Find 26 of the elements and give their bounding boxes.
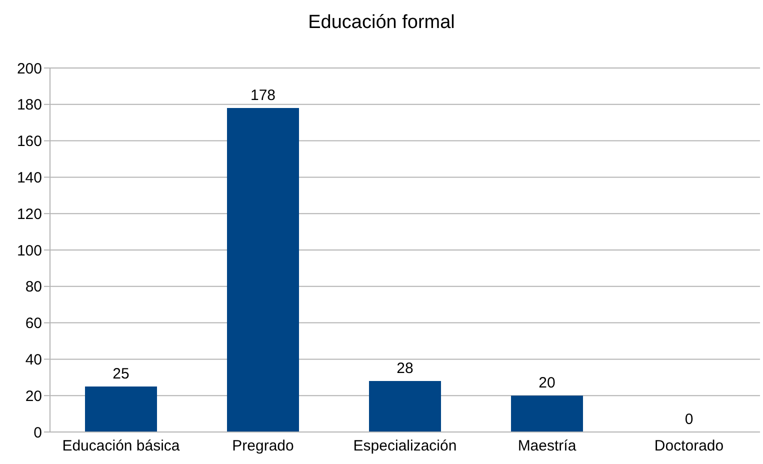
y-tick-label: 40 [25,352,42,369]
bar [511,396,583,432]
x-tick-label: Pregrado [232,438,294,455]
y-tick-label: 120 [16,206,42,223]
data-label: 25 [112,366,130,382]
data-label: 20 [538,374,556,392]
y-tick-label: 0 [34,424,42,442]
bar [369,381,441,432]
bar [85,386,157,432]
y-tick-label: 80 [25,278,42,296]
x-tick-label: Especialización [353,438,457,455]
y-tick-label: 100 [16,242,42,260]
y-tick-label: 140 [16,170,42,187]
chart-title: Educación formal [307,12,456,34]
x-tick-label: Maestría [518,438,577,455]
x-tick-label: Educación básica [62,438,180,455]
y-tick-label: 160 [16,133,42,150]
y-tick-label: 60 [25,315,42,332]
y-tick-label: 180 [16,96,42,114]
y-tick-label: 20 [25,388,42,405]
data-label: 0 [684,411,694,428]
data-label: 178 [250,87,276,104]
bar [227,108,299,432]
data-label: 28 [396,360,414,378]
x-tick-label: Doctorado [654,438,724,455]
y-tick-label: 200 [16,60,42,78]
